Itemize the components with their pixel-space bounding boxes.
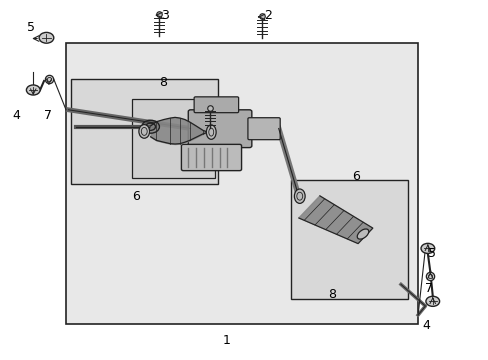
Ellipse shape — [294, 189, 305, 203]
Ellipse shape — [420, 243, 434, 253]
Text: 4: 4 — [12, 109, 20, 122]
Ellipse shape — [425, 296, 439, 306]
Text: 7: 7 — [44, 109, 52, 122]
Text: 3: 3 — [161, 9, 169, 22]
Text: 2: 2 — [264, 9, 271, 22]
Text: 6: 6 — [132, 190, 140, 203]
Bar — [132, 99, 215, 178]
Bar — [290, 180, 407, 299]
Ellipse shape — [39, 32, 54, 43]
Text: 4: 4 — [421, 319, 429, 332]
FancyBboxPatch shape — [181, 144, 241, 171]
Text: 5: 5 — [27, 21, 35, 33]
Ellipse shape — [139, 125, 149, 138]
Ellipse shape — [26, 85, 40, 95]
Text: 7: 7 — [425, 282, 432, 294]
Text: 5: 5 — [427, 247, 435, 260]
FancyBboxPatch shape — [188, 110, 251, 148]
Bar — [66, 43, 417, 324]
Text: 8: 8 — [159, 76, 166, 89]
Ellipse shape — [206, 125, 216, 139]
FancyBboxPatch shape — [247, 118, 280, 140]
FancyBboxPatch shape — [194, 97, 238, 113]
Bar — [71, 79, 217, 184]
Text: 6: 6 — [351, 170, 359, 183]
Text: 8: 8 — [328, 288, 336, 301]
Ellipse shape — [357, 229, 368, 239]
Text: 1: 1 — [222, 334, 230, 347]
Polygon shape — [298, 196, 372, 244]
